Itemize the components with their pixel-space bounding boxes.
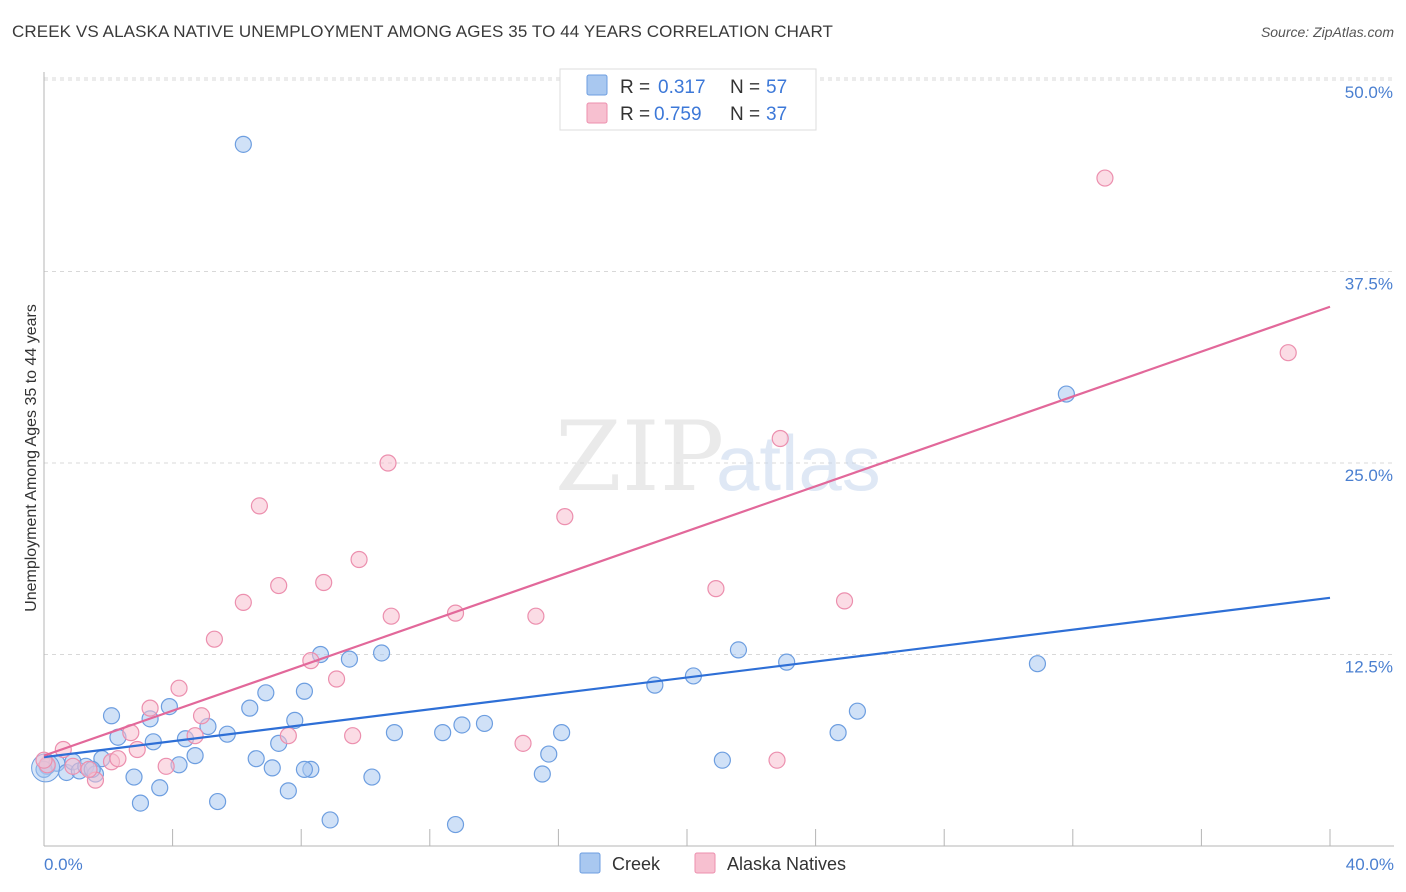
data-point [241, 699, 259, 717]
legend-alaska-n-value: 37 [766, 104, 787, 125]
data-point [556, 508, 574, 526]
data-point [646, 676, 664, 694]
data-point [434, 724, 452, 742]
watermark: ZIP atlas [555, 401, 881, 513]
data-point [385, 724, 404, 742]
x-ticks [43, 829, 1331, 846]
data-point [279, 727, 297, 745]
data-point [170, 679, 188, 697]
bottom-legend: Creek Alaska Natives [579, 852, 846, 874]
y-tick-label: 25.0% [1345, 466, 1393, 485]
creek-series [31, 135, 1075, 834]
data-point [372, 644, 391, 662]
data-point [286, 711, 304, 729]
data-point [514, 734, 532, 752]
y-tick-labels: 12.5% 25.0% 37.5% 50.0% [1345, 83, 1393, 677]
legend-creek-r-value: 0.317 [658, 77, 706, 98]
bottom-legend-creek-swatch [579, 852, 601, 874]
data-point [1096, 169, 1114, 187]
data-point [247, 750, 265, 768]
data-point [270, 576, 288, 595]
data-point [778, 653, 796, 671]
data-point [186, 747, 204, 765]
data-point [848, 702, 866, 720]
source-label: Source: ZipAtlas.com [1260, 24, 1394, 40]
data-point [729, 641, 748, 659]
data-point [446, 815, 465, 834]
data-point [315, 573, 333, 592]
data-point [350, 550, 368, 569]
data-point [771, 429, 789, 448]
data-point [327, 670, 346, 688]
bottom-legend-alaska-swatch [694, 852, 716, 874]
data-point [157, 757, 175, 775]
data-point [80, 760, 98, 779]
data-point [553, 724, 571, 742]
data-point [475, 714, 494, 733]
data-point [344, 727, 362, 745]
data-point [131, 794, 150, 812]
data-point [209, 792, 227, 811]
data-point [527, 607, 545, 625]
data-point [205, 630, 223, 648]
data-point [125, 768, 143, 786]
bottom-legend-alaska-label: Alaska Natives [727, 854, 846, 874]
data-point [141, 699, 159, 717]
y-tick-label: 50.0% [1345, 83, 1393, 102]
alaska-series [35, 169, 1297, 789]
legend-alaska-n-label: N = [730, 104, 760, 125]
legend-creek-n-label: N = [730, 77, 760, 98]
data-point [829, 724, 847, 742]
bottom-legend-creek-label: Creek [612, 854, 661, 874]
data-point [64, 757, 82, 775]
chart-title: CREEK VS ALASKA NATIVE UNEMPLOYMENT AMON… [12, 22, 834, 41]
alaska-trend-line [43, 305, 1331, 757]
watermark-zip: ZIP [555, 401, 724, 513]
data-point [453, 716, 471, 734]
legend-creek-n-value: 57 [766, 77, 787, 98]
watermark-atlas: atlas [716, 419, 881, 507]
data-point [768, 751, 786, 769]
data-point [234, 593, 252, 612]
data-point [295, 682, 314, 700]
data-point [109, 750, 127, 768]
data-point [363, 768, 381, 786]
data-point [234, 135, 252, 153]
legend-alaska-swatch [586, 102, 608, 124]
data-point [257, 684, 275, 702]
data-point [1279, 344, 1297, 362]
gridlines [44, 77, 1394, 655]
data-point [707, 580, 725, 598]
x-tick-label-min: 0.0% [44, 855, 83, 874]
data-point [321, 811, 339, 829]
y-tick-label: 12.5% [1345, 658, 1393, 677]
legend: R = 0.317 N = 57 R = 0.759 N = 37 [559, 68, 817, 131]
data-point [382, 607, 400, 625]
legend-creek-r-label: R = [620, 77, 650, 98]
data-point [279, 782, 297, 800]
data-point [250, 497, 269, 515]
data-point [533, 765, 551, 783]
y-axis-label: Unemployment Among Ages 35 to 44 years [23, 304, 40, 612]
legend-creek-swatch [586, 74, 608, 96]
data-point [835, 592, 854, 610]
data-point [192, 707, 211, 725]
data-point [713, 751, 731, 769]
data-point [540, 745, 558, 763]
trend-lines [43, 305, 1331, 759]
data-point [1028, 655, 1047, 673]
x-tick-label-max: 40.0% [1346, 855, 1394, 874]
y-tick-label: 37.5% [1345, 275, 1393, 294]
legend-alaska-r-label: R = [620, 104, 650, 125]
legend-alaska-r-value: 0.759 [654, 104, 702, 125]
data-point [263, 759, 281, 777]
data-point [295, 760, 314, 779]
creek-trend-line [43, 596, 1331, 759]
data-point [379, 454, 397, 472]
data-point [102, 707, 121, 725]
data-point [186, 727, 204, 745]
data-point [151, 779, 169, 797]
data-point [340, 650, 359, 668]
